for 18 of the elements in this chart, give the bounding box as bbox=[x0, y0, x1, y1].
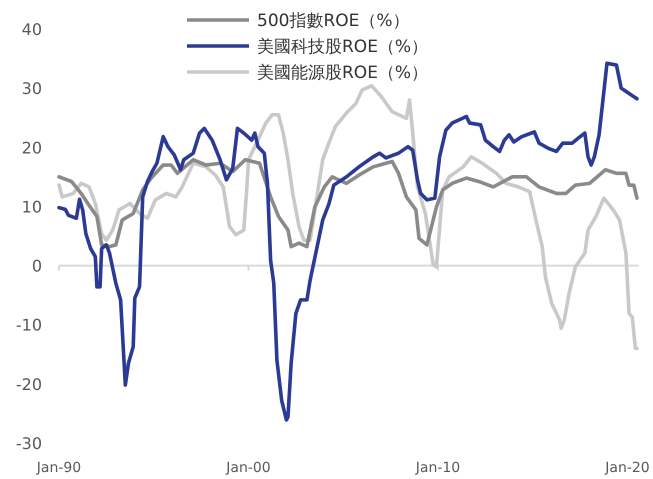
x-tick-label: Jan-00 bbox=[225, 460, 271, 476]
y-tick-label: -30 bbox=[16, 434, 42, 453]
legend-label: 美國科技股ROE（%） bbox=[257, 37, 428, 57]
y-tick-label: -20 bbox=[16, 374, 42, 394]
y-tick-label: 10 bbox=[22, 197, 42, 216]
line-series bbox=[57, 84, 639, 350]
y-tick-label: 0 bbox=[32, 256, 42, 276]
legend-label: 500指數ROE（%） bbox=[257, 11, 410, 31]
legend-label: 美國能源股ROE（%） bbox=[257, 63, 428, 83]
y-tick-label: -10 bbox=[16, 316, 42, 335]
x-tick-label: Jan-10 bbox=[414, 460, 460, 476]
y-tick-label: 20 bbox=[22, 138, 42, 158]
y-tick-label: 30 bbox=[22, 79, 42, 98]
line-series bbox=[57, 158, 639, 248]
x-tick-label: Jan-20 bbox=[604, 460, 650, 476]
x-tick-label: Jan-90 bbox=[36, 460, 82, 476]
y-tick-label: 40 bbox=[22, 20, 42, 39]
line-series bbox=[57, 62, 639, 422]
